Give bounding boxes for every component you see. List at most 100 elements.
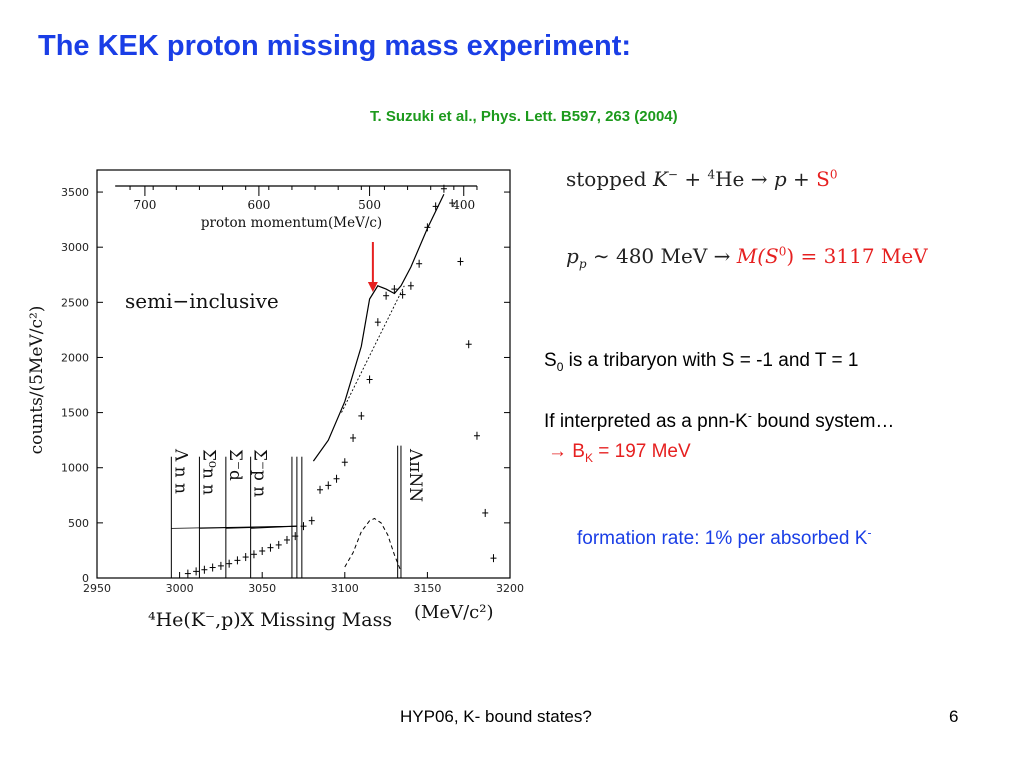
formation-rate: formation rate: 1% per absorbed K- bbox=[577, 525, 872, 549]
y-tick-label: 1000 bbox=[61, 462, 89, 475]
data-point bbox=[465, 340, 472, 349]
plot-axes: 0 500 1000 1500 2000 2500 3000 3500 2950 3000 3050… bbox=[61, 169, 524, 595]
mass-equation: pp ∼ 480 MeV → M(S0) = 3117 MeV bbox=[566, 244, 928, 271]
helium-symbol: He bbox=[715, 167, 745, 191]
x-axis-unit: (MeV/c²) bbox=[414, 602, 494, 623]
x-axis-label: ⁴He(K⁻,p)X Missing Mass bbox=[148, 609, 392, 631]
data-point bbox=[449, 199, 456, 208]
data-point bbox=[217, 561, 224, 570]
data-point bbox=[383, 291, 390, 300]
background-line bbox=[341, 285, 405, 413]
threshold-label: Λ n n bbox=[170, 448, 190, 494]
threshold-label: Σ⁰n n bbox=[198, 449, 218, 495]
y-tick-label: 3000 bbox=[61, 241, 89, 254]
data-point bbox=[424, 223, 431, 232]
data-point bbox=[234, 556, 241, 565]
data-point bbox=[490, 554, 497, 563]
data-point bbox=[275, 540, 282, 549]
binding-energy: → BK = 197 MeV bbox=[548, 441, 691, 465]
threshold-label: Σ⁻d bbox=[225, 449, 245, 481]
kaon-symbol: K bbox=[652, 167, 668, 191]
data-point bbox=[416, 259, 423, 268]
y-tick-label: 2000 bbox=[61, 351, 89, 364]
s0-symbol: S0 bbox=[816, 167, 838, 191]
s0-mass: M(S0) = 3117 MeV bbox=[736, 244, 928, 268]
plus-sign-2: + bbox=[793, 167, 817, 191]
s0-description: S0 is a tribaryon with S = -1 and T = 1 bbox=[544, 350, 859, 374]
plot-labels: proton momentum(MeV/c) Λ n n Σ⁰n n Σ⁻d Σ⁻p n… bbox=[27, 215, 494, 631]
footer-text: HYP06, K- bound states? bbox=[400, 707, 592, 726]
data-point bbox=[374, 318, 381, 327]
red-arrow-head bbox=[367, 282, 378, 292]
data-point bbox=[473, 431, 480, 440]
data-point bbox=[300, 522, 307, 531]
data-point bbox=[440, 184, 447, 193]
data-point bbox=[325, 481, 332, 490]
data-point bbox=[292, 532, 299, 541]
data-point bbox=[317, 485, 324, 494]
data-point bbox=[366, 375, 373, 384]
y-tick-label: 1500 bbox=[61, 407, 89, 420]
threshold-lines bbox=[170, 445, 402, 578]
x-tick-label: 3050 bbox=[248, 582, 276, 595]
fit-curves bbox=[312, 194, 445, 572]
data-point bbox=[184, 569, 191, 578]
proton-symbol: p bbox=[773, 167, 787, 191]
reaction-arrow: → bbox=[750, 167, 774, 191]
y-axis-label: counts/(5MeV/c²) bbox=[27, 306, 47, 455]
threshold-label: ΛπNN bbox=[405, 448, 425, 502]
data-points bbox=[184, 184, 497, 578]
threshold-connector bbox=[250, 525, 297, 529]
data-point bbox=[308, 516, 315, 525]
data-point bbox=[432, 202, 439, 211]
y-tick-label: 2500 bbox=[61, 296, 89, 309]
data-point bbox=[242, 553, 249, 562]
lambda-pi-nn-curve bbox=[344, 517, 402, 572]
right-arrow-icon: → bbox=[548, 441, 567, 462]
data-point bbox=[350, 433, 357, 442]
slide-title: The KEK proton missing mass experiment: bbox=[38, 30, 632, 62]
plot-frame bbox=[96, 169, 511, 579]
data-point bbox=[333, 474, 340, 483]
data-point bbox=[193, 567, 200, 576]
y-tick-label: 3500 bbox=[61, 186, 89, 199]
data-point bbox=[283, 535, 290, 544]
missing-mass-plot: 0 500 1000 1500 2000 2500 3000 3500 2950 3000 3050… bbox=[27, 169, 524, 631]
x-tick-label: 3150 bbox=[413, 582, 441, 595]
proton-momentum-symbol: p bbox=[566, 244, 579, 268]
y-tick-label: 0 bbox=[82, 572, 89, 585]
x-tick-label: 3200 bbox=[496, 582, 524, 595]
momentum-axis-label: proton momentum(MeV/c) bbox=[201, 215, 382, 231]
momentum-tick-label: 700 bbox=[133, 198, 156, 212]
plus-sign-1: + bbox=[684, 167, 708, 191]
fit-curve bbox=[312, 194, 445, 462]
proton-momentum-sub: p bbox=[578, 257, 587, 271]
momentum-tick-label: 500 bbox=[358, 198, 381, 212]
momentum-value: ∼ 480 MeV → bbox=[592, 244, 737, 268]
x-tick-label: 3000 bbox=[166, 582, 194, 595]
data-point bbox=[399, 290, 406, 299]
data-point bbox=[407, 281, 414, 290]
citation: T. Suzuki et al., Phys. Lett. B597, 263 … bbox=[370, 108, 678, 125]
data-point bbox=[358, 411, 365, 420]
kaon-charge: − bbox=[667, 167, 678, 182]
helium-mass-number: 4 bbox=[707, 167, 716, 182]
x-tick-label: 3100 bbox=[331, 582, 359, 595]
data-point bbox=[482, 508, 489, 517]
momentum-tick-label: 600 bbox=[247, 198, 270, 212]
data-point bbox=[250, 550, 257, 559]
panel-label: semi−inclusive bbox=[125, 289, 279, 313]
data-point bbox=[457, 257, 464, 266]
interpretation-text: If interpreted as a pnn-K- bound system… bbox=[544, 408, 895, 432]
data-point bbox=[201, 565, 208, 574]
data-point bbox=[226, 559, 233, 568]
data-point bbox=[259, 546, 266, 555]
reaction-equation: stopped K− + 4He → p + S0 bbox=[566, 167, 838, 191]
threshold-label: Σ⁻p n bbox=[250, 449, 270, 497]
momentum-tick-label: 400 bbox=[452, 198, 475, 212]
x-tick-label: 2950 bbox=[83, 582, 111, 595]
data-point bbox=[341, 458, 348, 467]
page-number: 6 bbox=[949, 707, 959, 726]
data-point bbox=[391, 285, 398, 294]
stopped-word: stopped bbox=[566, 167, 647, 191]
